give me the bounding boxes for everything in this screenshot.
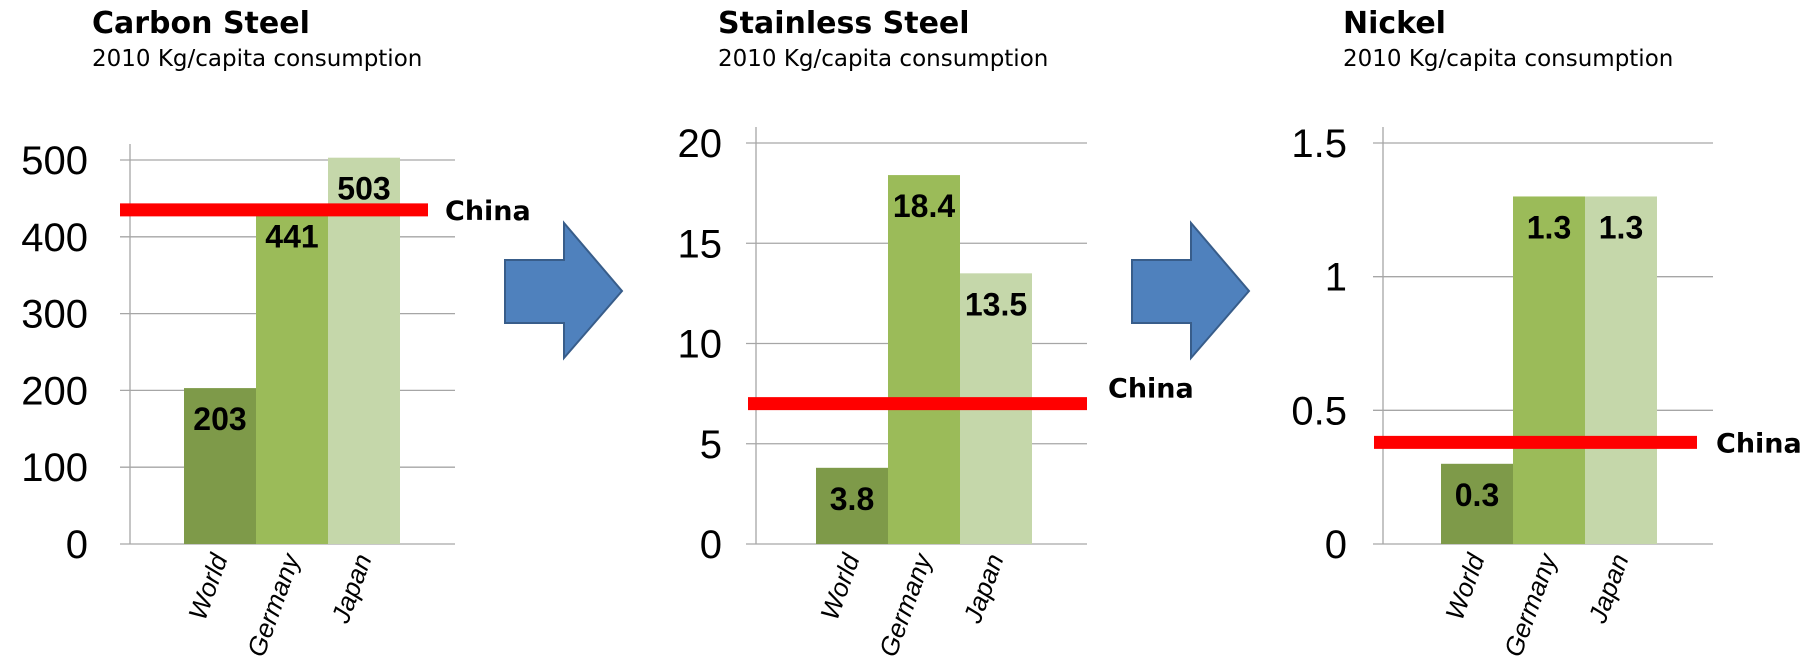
reference-line-label: China — [445, 196, 531, 227]
bar-germany — [888, 175, 960, 544]
bar-chart-2: 0 0.5 1 1.5 China 0.3 1.3 1.3 World Germany Japan — [1291, 122, 1801, 661]
x-category-label: Japan — [325, 550, 378, 628]
bar-chart-0: 0 100 200 300 400 500 China 203 441 503 World Germa… — [21, 139, 530, 661]
y-tick-label: 15 — [678, 222, 723, 266]
bar-germany — [1513, 196, 1585, 544]
bar-chart-1: 0 5 10 15 20 China 3.8 18.4 13.5 World Germany Japa… — [678, 122, 1194, 661]
x-category-label: Japan — [957, 550, 1010, 628]
y-tick-label: 400 — [21, 216, 88, 260]
data-label: 203 — [193, 401, 246, 437]
data-label: 441 — [265, 218, 318, 254]
right-arrow-icon — [504, 220, 624, 361]
x-category-label: Germany — [1498, 548, 1563, 661]
data-label: 13.5 — [965, 286, 1027, 322]
chart-subtitle-stainless-steel: 2010 Kg/capita consumption — [718, 46, 1049, 72]
y-tick-label: 0 — [66, 523, 88, 567]
chart-subtitle-carbon-steel: 2010 Kg/capita consumption — [92, 46, 423, 72]
y-tick-label: 0 — [700, 523, 722, 567]
y-tick-label: 0.5 — [1291, 389, 1347, 433]
y-tick-label: 0 — [1325, 523, 1347, 567]
x-category-label: Germany — [873, 548, 938, 661]
right-arrow-icon — [1131, 220, 1251, 361]
chart-subtitle-nickel: 2010 Kg/capita consumption — [1343, 46, 1674, 72]
y-tick-label: 10 — [678, 323, 723, 367]
chart-title-stainless-steel: Stainless Steel — [718, 6, 970, 41]
bar-world — [184, 388, 256, 544]
reference-line-label: China — [1108, 374, 1194, 405]
data-label: 503 — [337, 171, 390, 207]
y-tick-label: 300 — [21, 293, 88, 337]
y-tick-label: 1 — [1325, 256, 1347, 300]
chart-title-carbon-steel: Carbon Steel — [92, 6, 310, 41]
x-category-label: World — [182, 548, 234, 624]
chart-title-nickel: Nickel — [1343, 6, 1446, 41]
y-tick-label: 200 — [21, 369, 88, 413]
bar-world — [1441, 463, 1513, 544]
bar-japan — [1585, 196, 1657, 544]
reference-line-label: China — [1716, 428, 1802, 459]
x-category-label: World — [814, 548, 866, 624]
x-category-label: World — [1439, 548, 1491, 624]
y-tick-label: 100 — [21, 446, 88, 490]
data-label: 3.8 — [830, 481, 874, 517]
data-label: 18.4 — [893, 188, 955, 224]
x-category-label: Japan — [1582, 550, 1635, 628]
y-tick-label: 1.5 — [1291, 122, 1347, 166]
data-label: 0.3 — [1455, 477, 1499, 513]
x-category-label: Germany — [241, 548, 306, 661]
bar-japan — [328, 157, 400, 545]
y-tick-label: 500 — [21, 139, 88, 183]
y-tick-label: 20 — [678, 122, 723, 166]
data-label: 1.3 — [1599, 209, 1643, 245]
bar-germany — [256, 205, 328, 544]
y-tick-label: 5 — [700, 423, 722, 467]
bar-world — [816, 467, 888, 544]
data-label: 1.3 — [1527, 209, 1571, 245]
